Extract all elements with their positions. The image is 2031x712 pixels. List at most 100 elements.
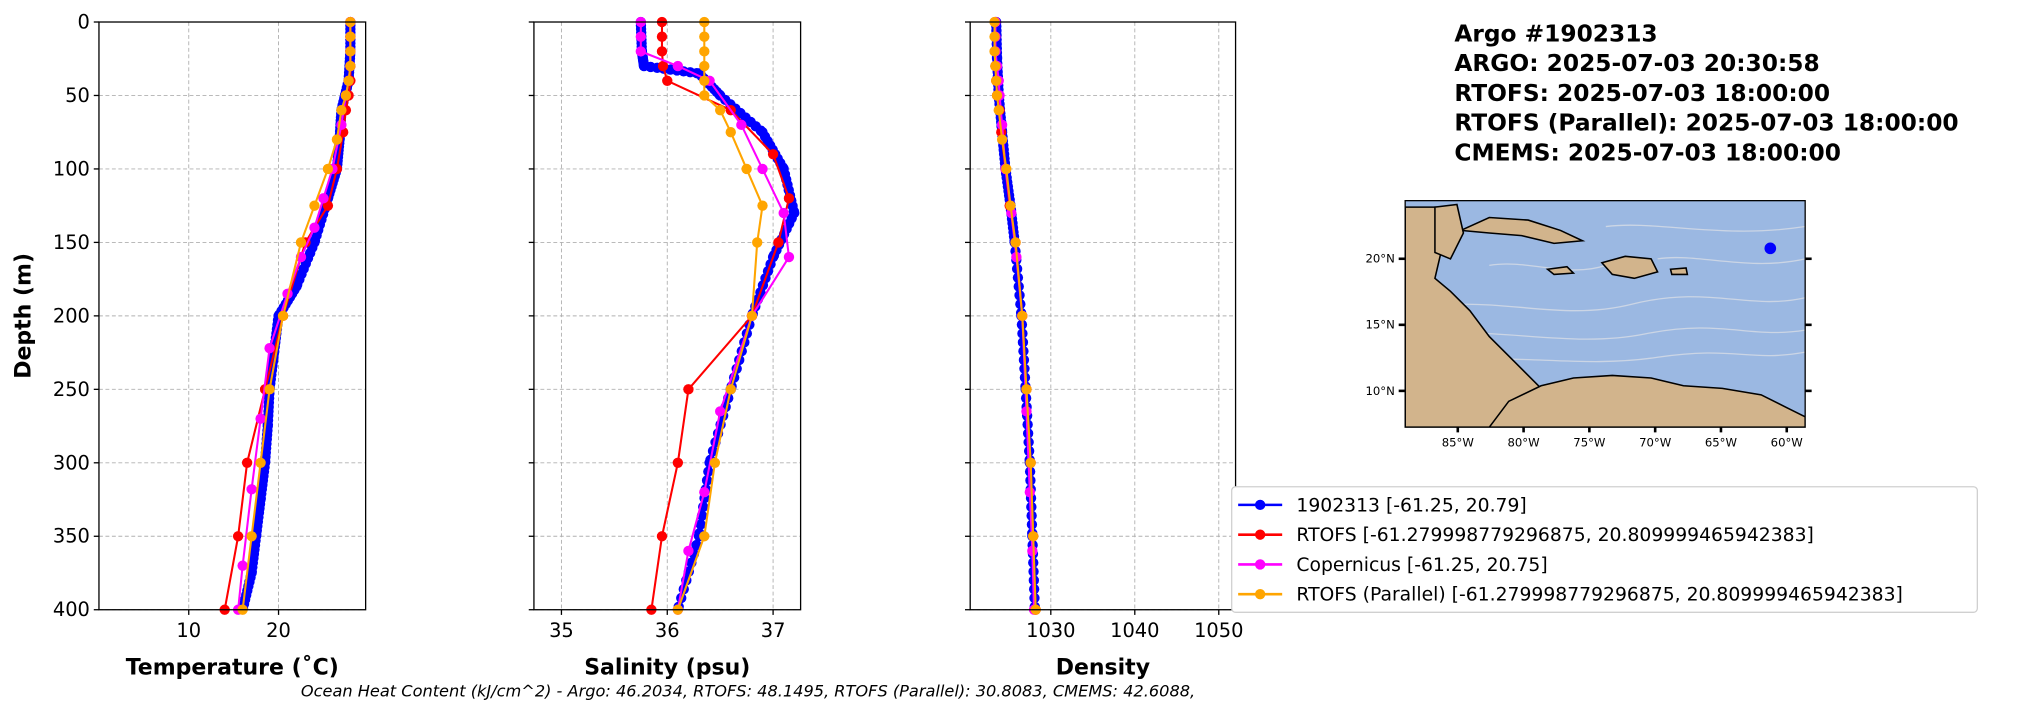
map-lon-label: 70°W [1639, 436, 1672, 450]
data-point [1001, 163, 1012, 175]
legend-label: RTOFS [-61.279998779296875, 20.809999465… [1296, 525, 1813, 546]
title-line-rtofs-parallel-time: RTOFS (Parallel): 2025-07-03 18:00:00 [1454, 110, 1958, 137]
data-point [746, 310, 758, 322]
legend-marker-icon [1254, 559, 1266, 570]
data-point [990, 60, 1001, 72]
salinity-panel: 35 36 37 Salinity (psu) [528, 16, 802, 680]
data-point [709, 457, 721, 468]
density-panel: 1030 1040 1050 Density [965, 16, 1243, 680]
data-point [1024, 487, 1035, 498]
data-point [1010, 237, 1021, 248]
data-point [657, 60, 669, 72]
data-point [752, 237, 763, 248]
data-point [683, 384, 694, 395]
data-point [635, 31, 646, 42]
map-land [1405, 203, 1806, 428]
x-tick-label: 10 [176, 619, 201, 642]
data-point [699, 531, 710, 542]
data-point [1005, 200, 1016, 211]
y-tick-label: 250 [53, 378, 90, 401]
data-point [699, 487, 710, 498]
y-tick-label: 0 [78, 10, 90, 33]
legend-item: Copernicus [-61.25, 20.75] [1238, 555, 1548, 576]
x-tick-label: 20 [266, 619, 291, 642]
data-point [237, 560, 248, 571]
data-point [232, 531, 244, 542]
data-point [699, 31, 710, 42]
data-point [1017, 310, 1028, 322]
data-point [1025, 457, 1036, 468]
legend-marker-icon [1254, 529, 1266, 540]
data-point [331, 134, 343, 145]
data-point [255, 413, 266, 424]
data-point [778, 207, 789, 219]
y-tick-label: 200 [53, 304, 90, 327]
data-point [343, 75, 354, 86]
data-point [1021, 384, 1032, 395]
data-point [991, 90, 1003, 101]
data-point [246, 484, 257, 495]
legend-marker-icon [1254, 589, 1266, 600]
data-point [255, 457, 266, 468]
map-lon-label: 85°W [1442, 436, 1475, 450]
data-point [635, 46, 646, 57]
data-point [345, 31, 356, 42]
data-point [993, 104, 1004, 116]
data-point [715, 406, 726, 417]
data-point [699, 75, 710, 86]
legend: 1902313 [-61.25, 20.79] RTOFS [-61.279998… [1231, 486, 1978, 613]
data-point [989, 46, 1000, 57]
x-axis-label: Temperature (˚C) [126, 655, 339, 680]
legend-marker-icon [1254, 499, 1266, 511]
land-cuba [1457, 216, 1586, 245]
map-lon-label: 75°W [1573, 436, 1606, 450]
data-point [264, 384, 275, 395]
data-point [656, 31, 668, 42]
land-yucatan [1434, 203, 1465, 260]
data-point [991, 75, 1002, 86]
map-frame [1404, 200, 1806, 428]
land-puerto-rico [1669, 267, 1689, 276]
data-point [715, 104, 726, 116]
y-tick-label: 400 [53, 598, 90, 621]
series-line-rtofs-parallel- [241, 22, 352, 610]
map-lat-label: 15°N [1365, 318, 1394, 332]
map-lon-label: 65°W [1705, 436, 1738, 450]
map-lon-label: 80°W [1508, 436, 1541, 450]
x-tick-label: 37 [761, 619, 786, 642]
land-jamaica [1545, 265, 1576, 276]
legend-label: Copernicus [-61.25, 20.75] [1296, 555, 1547, 576]
data-point [322, 163, 334, 175]
x-tick-label: 1030 [1026, 619, 1075, 642]
data-point [783, 193, 795, 204]
legend-frame [1231, 486, 1978, 613]
data-point [996, 119, 1008, 131]
data-point [656, 531, 668, 542]
y-tick-label: 350 [53, 525, 90, 548]
land-south-america [1488, 374, 1806, 428]
data-point [264, 343, 275, 354]
data-point [757, 163, 768, 175]
data-point [340, 90, 352, 101]
data-point [246, 531, 257, 542]
legend-item: RTOFS (Parallel) [-61.279998779296875, 2… [1238, 585, 1903, 606]
y-tick-label: 150 [53, 231, 90, 254]
land-hispaniola [1600, 255, 1659, 280]
data-point [656, 46, 668, 57]
legend-item: RTOFS [-61.279998779296875, 20.809999465… [1238, 525, 1814, 546]
data-point [757, 200, 768, 211]
data-point [741, 163, 752, 175]
x-tick-label: 35 [549, 619, 574, 642]
data-point [309, 222, 320, 233]
data-point [345, 46, 356, 57]
title-line-argo-time: ARGO: 2025-07-03 20:30:58 [1454, 50, 1819, 77]
data-point [699, 46, 710, 57]
float-position-marker [1764, 242, 1777, 255]
data-point [683, 545, 694, 557]
map-lat-label: 10°N [1365, 384, 1394, 398]
y-tick-label: 50 [65, 84, 90, 107]
x-axis-label: Density [1056, 655, 1150, 680]
data-point [1027, 531, 1039, 542]
data-point [295, 237, 307, 248]
series-line-rtofs-parallel- [676, 22, 764, 611]
